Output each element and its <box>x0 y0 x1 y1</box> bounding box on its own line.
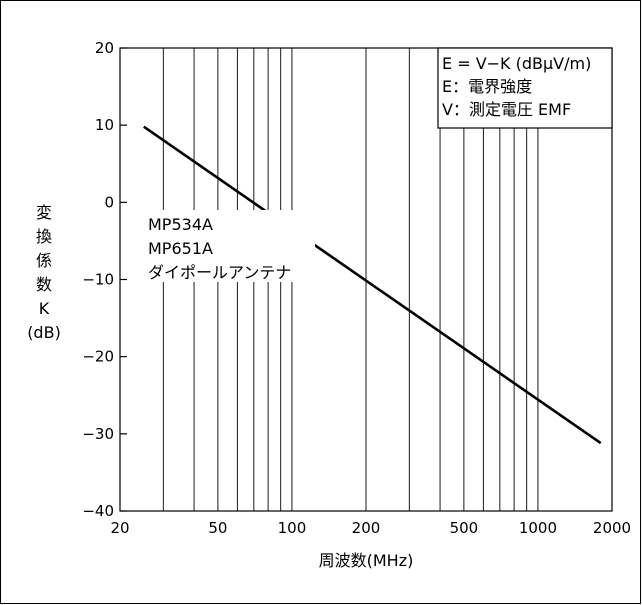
x-tick-label: 100 <box>278 519 307 537</box>
annotation-line: MP651A <box>148 239 213 258</box>
x-tick-label: 1000 <box>519 519 557 537</box>
y-tick-label: 10 <box>95 116 114 134</box>
legend-line: E = V−K (dBμV/m) <box>442 54 591 73</box>
x-axis-title: 周波数(MHz) <box>319 551 414 570</box>
y-tick-label: −30 <box>82 425 114 443</box>
y-tick-label: 0 <box>104 193 114 211</box>
series-layer <box>143 125 602 445</box>
x-tick-label: 500 <box>450 519 479 537</box>
y-axis-title-line: (dB) <box>27 323 61 342</box>
legend-box-frame <box>437 47 613 129</box>
y-tick-label: −40 <box>82 502 114 520</box>
x-tick-label: 2000 <box>593 519 631 537</box>
y-axis-title-line: 数 <box>36 275 52 294</box>
y-tick-label: −20 <box>82 348 114 366</box>
legend-box: E = V−K (dBμV/m) E：電界強度 V：測定電圧 EMF <box>437 47 613 129</box>
series-line <box>143 125 602 445</box>
annotation-background <box>145 210 315 282</box>
legend-line: V：測定電圧 EMF <box>442 100 571 119</box>
y-axis-title-line: 係 <box>36 251 52 270</box>
y-axis-title-line: 変 <box>36 203 52 222</box>
y-axis-title-line: 換 <box>36 227 52 246</box>
antenna-annotation: MP534A MP651A ダイポールアンテナ <box>145 210 315 282</box>
x-tick-label: 20 <box>110 519 129 537</box>
y-axis-title-line: K <box>39 299 50 318</box>
x-tick-label: 50 <box>208 519 227 537</box>
legend-line: E：電界強度 <box>442 77 532 96</box>
y-tick-label: 20 <box>95 39 114 57</box>
x-tick-label: 200 <box>352 519 381 537</box>
annotation-line: ダイポールアンテナ <box>148 263 291 282</box>
x-tick-labels: 20 50 100 200 500 1000 2000 <box>110 519 631 537</box>
y-tick-label: −10 <box>82 271 114 289</box>
y-tick-labels: 20 10 0 −10 −20 −30 −40 <box>82 39 114 520</box>
annotation-line: MP534A <box>148 215 213 234</box>
